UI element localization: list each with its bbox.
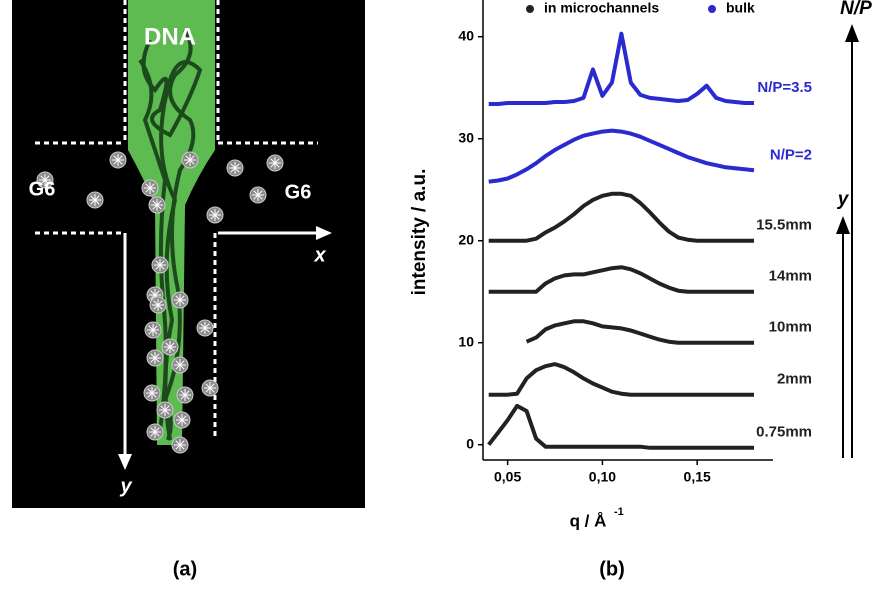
g6-spoke <box>165 342 175 352</box>
x-tick-label: 0,05 <box>494 469 521 485</box>
g6-spoke <box>177 415 187 425</box>
curve-label: N/P=3.5 <box>757 79 812 96</box>
x-axis-label: x <box>313 244 326 266</box>
panel-label: (a) <box>173 558 197 580</box>
g6-spoke <box>175 440 185 450</box>
curve-label: 10mm <box>769 319 812 336</box>
curve <box>525 319 754 345</box>
g6-spoke <box>153 300 163 310</box>
curve <box>488 265 754 294</box>
y-tick-label: 20 <box>458 231 474 247</box>
x-axis-title-sup: -1 <box>614 506 624 518</box>
g6-spoke <box>185 155 195 165</box>
x-tick-label: 0,15 <box>684 469 711 485</box>
g6-spoke <box>160 405 170 415</box>
axes-arrows <box>118 226 332 470</box>
y-arrow-head <box>836 216 850 234</box>
curve <box>488 191 754 243</box>
g6-spoke <box>147 388 157 398</box>
panel-label: (b) <box>599 558 625 580</box>
x-tick-label: 0,10 <box>589 469 616 485</box>
g6-label: G6 <box>285 181 312 203</box>
y-tick-label: 30 <box>458 129 474 145</box>
g6-spoke <box>253 190 263 200</box>
y-tick-label: 0 <box>466 435 474 451</box>
legend-label: in microchannels <box>544 0 659 16</box>
g6-spoke <box>148 325 158 335</box>
curve-label: 0.75mm <box>756 424 812 441</box>
g6-molecules <box>36 151 284 454</box>
g6-spoke <box>40 175 50 185</box>
y-axis-label: y <box>119 475 132 497</box>
curve-label: 14mm <box>769 268 812 285</box>
g6-label: G6 <box>29 178 56 200</box>
y-axis-title: intensity / a.u. <box>409 169 430 296</box>
np-arrow-head <box>845 24 859 42</box>
g6-spoke <box>175 360 185 370</box>
x-axis-title: q / Å <box>570 511 607 530</box>
legend-marker <box>708 5 716 13</box>
legend-marker <box>526 5 534 13</box>
channel-walls <box>35 0 318 440</box>
curve-label: N/P=2 <box>770 146 812 163</box>
y-tick-label: 10 <box>458 333 474 349</box>
g6-spoke <box>210 210 220 220</box>
g6-spoke <box>150 290 160 300</box>
chart: (b) intensity / a.u. q / Å -1 N/P y 0 10 2… <box>409 0 872 580</box>
curve-label: 15.5mm <box>756 217 812 234</box>
curve-label: 2mm <box>777 371 812 388</box>
g6-spoke <box>150 427 160 437</box>
g6-spoke <box>113 155 123 165</box>
g6-spoke <box>145 183 155 193</box>
legend-label: bulk <box>726 0 755 16</box>
curve <box>487 403 754 450</box>
g6-spoke <box>270 158 280 168</box>
np-arrow-label: N/P <box>840 0 872 19</box>
g6-spoke <box>200 323 210 333</box>
curve <box>488 362 754 397</box>
dna-label: DNA <box>144 23 196 50</box>
g6-spoke <box>180 390 190 400</box>
curve <box>488 31 754 106</box>
g6-spoke <box>175 295 185 305</box>
g6-spoke <box>150 353 160 363</box>
curve <box>488 128 755 184</box>
g6-spoke <box>152 200 162 210</box>
y-arrow-label: y <box>837 189 850 210</box>
g6-spoke <box>230 163 240 173</box>
g6-spoke <box>205 383 215 393</box>
diagram: DNA G6 G6 x y (a) <box>12 0 365 580</box>
y-tick-label: 40 <box>458 27 474 43</box>
g6-spoke <box>90 195 100 205</box>
g6-spoke <box>155 260 165 270</box>
